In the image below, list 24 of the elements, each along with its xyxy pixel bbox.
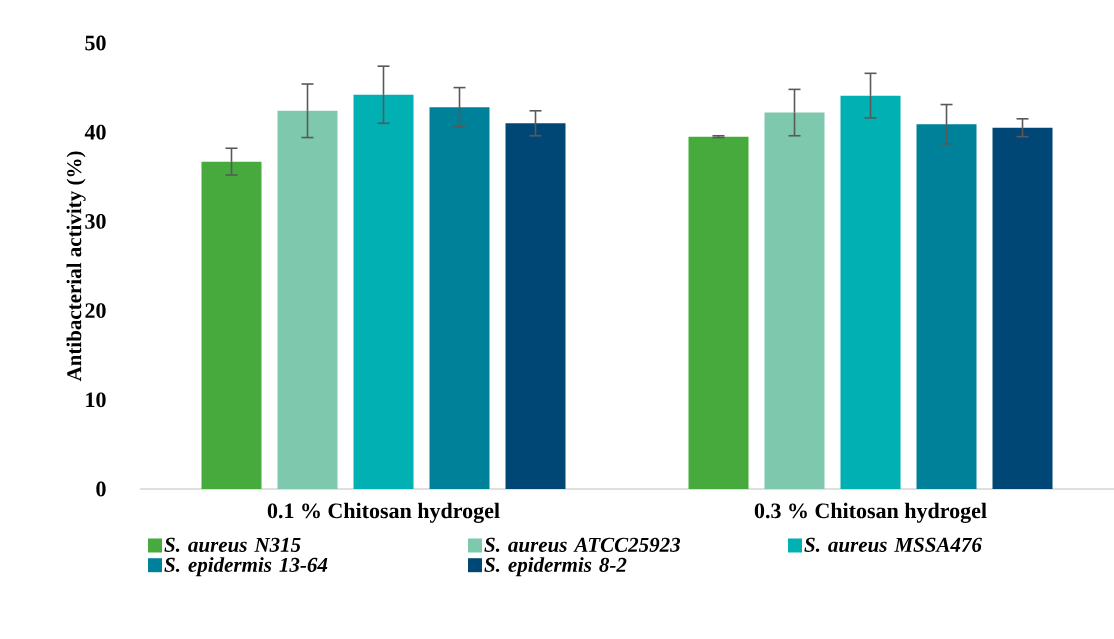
bar [688,136,749,489]
bar [277,110,338,489]
y-tick-label: 50 [85,35,106,51]
legend-label: S. aureus N315 [164,537,301,552]
y-tick-label: 0 [96,481,106,497]
y-tick-label: 30 [85,213,106,229]
x-tick-label: 0.1 % Chitosan hydrogel [267,502,500,523]
bar [429,107,490,489]
bar [201,161,262,489]
bar [916,124,977,489]
legend-label: S. aureus ATCC25923 [484,537,681,552]
legend-label: S. epidermis 13-64 [164,557,328,577]
bar [840,95,901,489]
y-tick-label: 10 [86,392,106,408]
bar [764,112,825,489]
y-tick-label: 20 [85,303,106,319]
bar [505,123,566,489]
bar [992,127,1053,489]
y-tick-label: 40 [84,124,106,140]
bar [353,94,414,489]
x-tick-label: 0.3 % Chitosan hydrogel [754,502,987,523]
legend-label: S. aureus MSSA476 [804,537,982,552]
y-axis-title: Antibacterial activity (%) [66,151,86,382]
legend-label: S. epidermis 8-2 [484,557,627,577]
